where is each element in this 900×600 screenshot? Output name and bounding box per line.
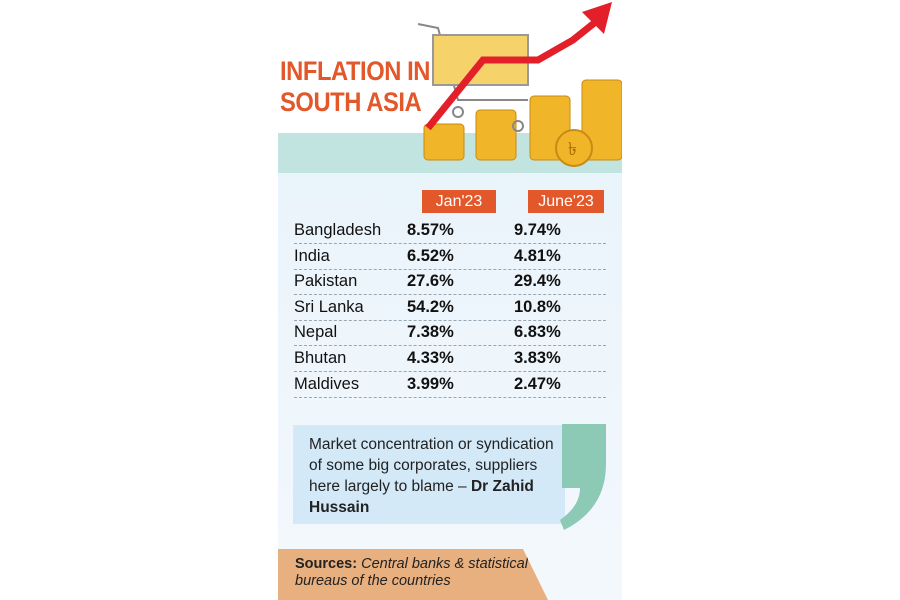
taka-coin-icon	[555, 129, 593, 167]
june-value: 10.8%	[514, 297, 561, 316]
jan-value: 7.38%	[407, 323, 454, 342]
jan-value: 3.99%	[407, 374, 454, 393]
sources-note: Sources: Central banks & statistical bur…	[278, 549, 548, 600]
june-value: 6.83%	[514, 323, 561, 342]
jan-value: 54.2%	[407, 297, 454, 316]
country-name: India	[294, 246, 330, 265]
quote-box: Market concentration or syndication of s…	[293, 425, 565, 524]
coin-stacks	[423, 79, 622, 161]
quote-mark-icon	[560, 424, 606, 530]
table-row: Sri Lanka 54.2% 10.8%	[294, 295, 606, 321]
quote-text: Market concentration or syndication of s…	[309, 436, 554, 495]
country-name: Pakistan	[294, 272, 358, 291]
june-value: 4.81%	[514, 246, 561, 265]
shopping-cart-coins-illustration: ৳	[417, 2, 622, 167]
june-value: 29.4%	[514, 272, 561, 291]
june-value: 3.83%	[514, 349, 561, 367]
table-row: Nepal 7.38% 6.83%	[294, 320, 606, 347]
jan-value: 4.33%	[407, 349, 454, 367]
sources-label: Sources:	[295, 556, 358, 572]
country-name: Maldives	[294, 374, 360, 393]
rising-arrow-icon	[425, 17, 601, 131]
sources-text: Central banks & statistical bureaus of t…	[295, 556, 528, 589]
title-line: SOUTH ASIA	[280, 87, 422, 117]
country-name: Sri Lanka	[294, 297, 364, 316]
table-row: Bhutan 4.33% 3.83%	[294, 346, 606, 372]
quote-author: Dr Zahid Hussain	[309, 478, 534, 516]
table-row: Bangladesh 8.57% 9.74%	[294, 218, 606, 244]
country-name: Bhutan	[294, 349, 347, 367]
table-row: Pakistan 27.6% 29.4%	[294, 269, 606, 296]
jan-value: 27.6%	[407, 272, 454, 291]
page-title: INFLATION IN SOUTH ASIA	[280, 56, 430, 118]
table-row: India 6.52% 4.81%	[294, 244, 606, 270]
country-name: Nepal	[294, 323, 338, 342]
table-row: Maldives 3.99% 2.47%	[294, 372, 606, 398]
june-value: 2.47%	[514, 374, 561, 393]
jan-value: 8.57%	[407, 221, 454, 239]
jan-value: 6.52%	[407, 246, 454, 265]
country-name: Bangladesh	[294, 221, 382, 239]
column-header-june: June'23	[528, 190, 604, 213]
svg-text:৳: ৳	[568, 139, 577, 160]
infographic-panel: ৳ INFLATION IN SOUTH ASIA Jan'23 June'23…	[278, 0, 622, 600]
title-line: INFLATION IN	[280, 56, 431, 86]
june-value: 9.74%	[514, 221, 561, 239]
column-header-jan: Jan'23	[422, 190, 496, 213]
